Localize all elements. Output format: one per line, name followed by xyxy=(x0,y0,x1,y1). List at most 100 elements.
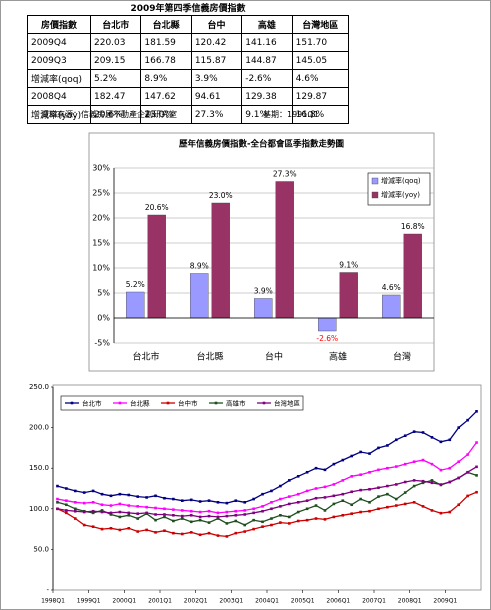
bar xyxy=(147,214,166,319)
legend-swatch xyxy=(371,191,379,199)
point xyxy=(180,514,184,518)
point xyxy=(109,513,113,516)
point xyxy=(368,501,371,504)
point xyxy=(127,511,131,515)
point xyxy=(73,489,77,493)
point xyxy=(475,474,478,477)
point xyxy=(439,483,443,486)
point xyxy=(243,501,247,504)
point xyxy=(332,494,336,498)
point xyxy=(323,509,327,512)
point xyxy=(172,519,175,523)
point xyxy=(109,511,113,515)
point xyxy=(180,532,184,536)
point xyxy=(394,483,398,486)
point xyxy=(421,505,425,508)
point xyxy=(314,466,318,470)
point xyxy=(225,535,229,538)
point xyxy=(386,492,389,496)
legend-label: 台灣地區 xyxy=(274,399,301,408)
point xyxy=(261,509,264,513)
point xyxy=(136,512,140,515)
point xyxy=(109,504,113,507)
value-label: 5.2% xyxy=(126,280,145,289)
point xyxy=(439,511,443,515)
y-tick-label: 0% xyxy=(97,314,110,323)
point xyxy=(466,470,469,474)
point xyxy=(368,470,371,474)
point xyxy=(475,410,478,413)
point xyxy=(466,418,469,422)
point xyxy=(457,476,461,480)
table-row: 2008Q4 182.47 147.62 94.61 129.38 129.87 xyxy=(27,87,350,106)
bar xyxy=(339,272,358,319)
point xyxy=(287,515,291,519)
x-tick-label: 台灣 xyxy=(393,351,411,363)
point xyxy=(91,525,95,528)
bar xyxy=(403,233,422,319)
y-tick-label: 20% xyxy=(92,214,110,223)
legend-swatch xyxy=(371,177,379,185)
point xyxy=(73,517,77,520)
point xyxy=(163,513,166,516)
bar xyxy=(382,294,401,319)
point xyxy=(154,518,157,522)
point xyxy=(332,462,336,466)
point xyxy=(314,517,318,520)
point xyxy=(368,452,371,455)
y-tick-label: - xyxy=(46,586,49,594)
point xyxy=(270,507,273,511)
point xyxy=(296,492,300,496)
point xyxy=(448,438,452,442)
point xyxy=(65,511,68,515)
legend-marker xyxy=(70,401,74,405)
point xyxy=(198,515,202,519)
series-line xyxy=(57,471,477,526)
index-table: 2009年第四季信義房價指數 房價指數 台北市 台北縣 台中 高雄 台灣地區 2009Q4 2… xyxy=(27,3,350,124)
point xyxy=(136,530,140,533)
point xyxy=(252,507,255,511)
point xyxy=(65,499,68,502)
point xyxy=(323,518,327,521)
point xyxy=(252,497,255,501)
table-cell: 16.8% xyxy=(291,105,350,124)
x-tick-label: 2009Q1 xyxy=(433,598,457,605)
point xyxy=(73,509,77,513)
value-label: 27.3% xyxy=(273,170,297,179)
point xyxy=(421,458,425,462)
point xyxy=(261,505,264,508)
point xyxy=(100,503,104,507)
legend-label: 增減率(qoq) xyxy=(381,176,421,185)
point xyxy=(350,475,354,478)
point xyxy=(377,486,380,489)
point xyxy=(172,497,175,501)
y-tick-label: 100.0 xyxy=(29,505,49,513)
point xyxy=(279,484,282,488)
point xyxy=(180,517,184,520)
point xyxy=(118,528,122,532)
value-label: -2.6% xyxy=(316,334,338,343)
point xyxy=(475,490,478,494)
point xyxy=(270,489,273,493)
point xyxy=(73,501,77,504)
point xyxy=(466,453,469,456)
point xyxy=(207,531,211,535)
point xyxy=(341,458,345,462)
point xyxy=(243,523,247,527)
point xyxy=(270,517,273,520)
legend-marker xyxy=(166,401,170,405)
y-tick-label: 200.0 xyxy=(29,424,49,432)
point xyxy=(154,494,157,498)
point xyxy=(296,519,300,523)
y-tick-label: 150.0 xyxy=(29,464,49,472)
point xyxy=(332,515,336,519)
point xyxy=(296,475,300,478)
base-note: 基期：1991Q1 xyxy=(263,110,319,119)
bar xyxy=(275,181,294,319)
point xyxy=(403,502,407,506)
table-row: 增減率(yoy) 20.6% 23.0% 27.3% 9.1% 16.8% xyxy=(27,105,350,124)
point xyxy=(154,513,157,516)
point xyxy=(189,513,193,517)
point xyxy=(305,489,309,493)
